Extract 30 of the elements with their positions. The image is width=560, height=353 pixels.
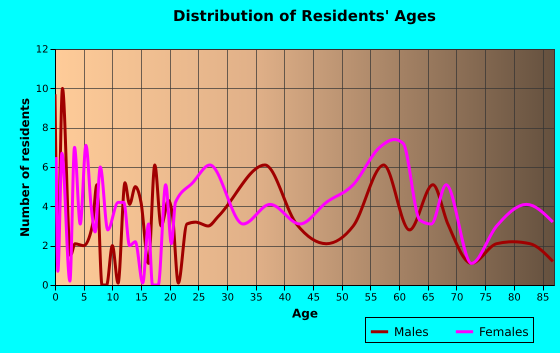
x-tick-label: 85 [536,292,550,304]
y-tick-label: 4 [42,202,48,213]
x-tick-label: 60 [393,292,406,304]
y-tick-label: 12 [36,44,48,56]
x-tick-label: 30 [221,292,234,304]
y-tick-label: 10 [36,84,48,95]
x-tick-label: 65 [422,292,435,304]
x-tick-label: 55 [364,292,378,304]
x-tick-label: 40 [278,292,292,304]
y-tick-label: 0 [42,280,48,292]
chart-title: Distribution of Residents' Ages [173,7,436,25]
y-tick-label: 6 [42,162,48,174]
x-tick-label: 20 [164,292,177,304]
x-tick-label: 75 [479,292,492,304]
x-axis-title: Age [292,306,318,320]
x-tick-label: 35 [250,292,263,304]
x-tick-label: 45 [307,292,320,304]
x-tick-label: 10 [106,292,120,304]
y-axis-title: Number of residents [18,98,32,238]
legend-label: Males [394,324,429,339]
legend-label: Females [479,324,529,339]
x-tick-label: 0 [52,292,59,304]
y-tick-label: 2 [42,241,48,252]
y-tick-label: 8 [42,123,48,134]
x-tick-label: 50 [336,292,349,304]
x-tick-label: 5 [80,292,88,304]
x-tick-label: 80 [508,292,521,304]
x-tick-label: 15 [135,292,148,304]
x-tick-label: 25 [192,292,206,304]
x-tick-label: 70 [450,292,464,304]
